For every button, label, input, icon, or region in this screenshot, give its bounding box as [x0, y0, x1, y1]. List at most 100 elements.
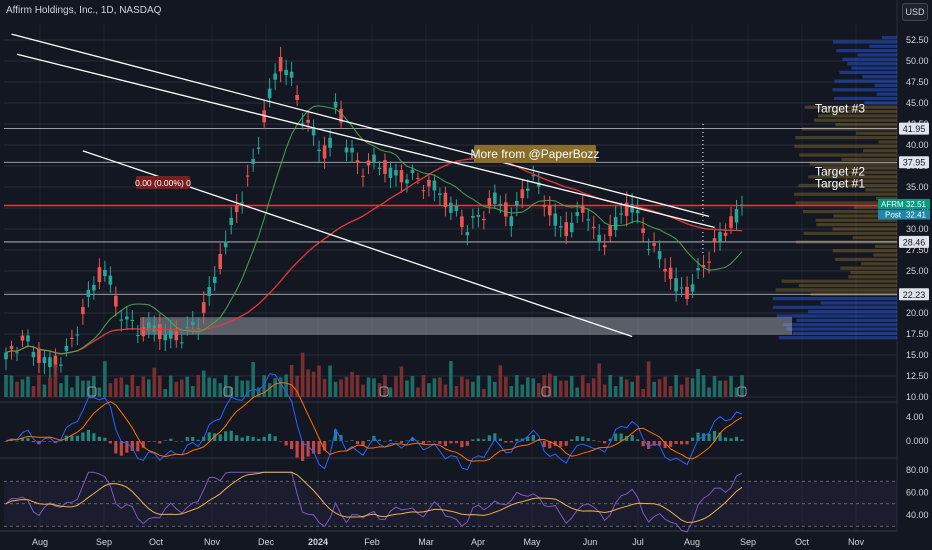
- macd-histogram-bar: [399, 441, 404, 443]
- macd-histogram-bar: [443, 441, 448, 446]
- candle-body: [520, 189, 525, 199]
- candle-body: [97, 267, 102, 283]
- volume-bar: [432, 378, 437, 397]
- volume-bar: [652, 381, 656, 397]
- volume-profile-bar: [864, 101, 897, 105]
- volume-profile-bar: [832, 88, 897, 92]
- volume-bar: [712, 375, 717, 397]
- x-tick-label: Oct: [795, 537, 810, 547]
- volume-bar: [306, 369, 310, 397]
- macd-histogram-bar: [361, 441, 365, 446]
- volume-bar: [536, 383, 541, 397]
- x-tick-label: Nov: [204, 537, 221, 547]
- candle-body: [449, 202, 453, 213]
- candle-body: [361, 175, 365, 177]
- volume-bar: [130, 375, 135, 397]
- candle-body: [652, 243, 656, 246]
- macd-histogram-bar: [542, 441, 546, 447]
- candle-body: [333, 101, 338, 108]
- candle-body: [306, 119, 310, 123]
- volume-bar: [207, 377, 212, 397]
- volume-profile-bar: [809, 162, 897, 166]
- candle-body: [674, 278, 678, 292]
- macd-histogram-bar: [81, 432, 85, 441]
- volume-bar: [75, 375, 80, 397]
- volume-bar: [31, 385, 36, 397]
- volume-profile-bar: [781, 279, 897, 283]
- volume-bar: [317, 365, 321, 397]
- candle-body: [141, 327, 146, 337]
- volume-bar: [114, 378, 118, 397]
- x-tick-label: Jul: [632, 537, 644, 547]
- macd-histogram-bar: [4, 441, 8, 442]
- macd-histogram-bar: [597, 441, 601, 442]
- volume-bar: [4, 375, 8, 397]
- candle-body: [344, 147, 349, 153]
- candle-body: [20, 335, 25, 341]
- macd-histogram-bar: [482, 439, 486, 441]
- candle-body: [443, 192, 448, 208]
- candle-body: [597, 234, 601, 242]
- candle-body: [515, 200, 519, 206]
- volume-bar: [311, 371, 316, 397]
- volume-bar: [597, 363, 601, 397]
- volume-profile-bar: [804, 105, 897, 109]
- macd-line: [5, 373, 743, 471]
- candle-body: [4, 352, 8, 360]
- currency-button[interactable]: USD: [902, 3, 928, 21]
- volume-bar: [663, 376, 667, 397]
- volume-bar: [108, 383, 113, 397]
- volume-profile-bar: [862, 75, 897, 79]
- volume-bar: [278, 377, 283, 397]
- last-price-value: 32.51: [906, 200, 927, 209]
- candle-body: [624, 202, 629, 216]
- candle-body: [289, 71, 294, 78]
- earnings-icon: [541, 386, 551, 397]
- volume-profile-bar: [874, 244, 897, 248]
- macd-histogram-bar: [432, 440, 437, 442]
- volume-bar: [580, 375, 585, 397]
- candle-body: [696, 268, 700, 271]
- macd-histogram-bar: [328, 440, 332, 442]
- volume-bar: [498, 365, 503, 397]
- macd-signal-line: [5, 382, 743, 462]
- volume-bar: [624, 379, 629, 397]
- volume-bar: [471, 381, 475, 397]
- macd-histogram-bar: [603, 441, 607, 444]
- volume-bar: [366, 377, 371, 397]
- candle-body: [509, 216, 514, 227]
- volume-bar: [690, 378, 695, 397]
- candle-body: [454, 206, 459, 212]
- x-tick-label: Sep: [96, 537, 112, 547]
- macd-histogram-bar: [647, 441, 651, 449]
- volume-bar: [394, 375, 398, 397]
- volume-bar: [668, 385, 673, 397]
- candle-body: [405, 179, 409, 184]
- candle-body: [383, 160, 387, 174]
- volume-profile-bar: [848, 275, 897, 279]
- volume-profile-bar: [820, 301, 897, 305]
- macd-histogram-bar: [658, 441, 662, 446]
- volume-bar: [196, 375, 201, 397]
- volume-profile-bar: [823, 166, 897, 170]
- candle-body: [377, 167, 382, 170]
- volume-profile-bar: [817, 114, 897, 118]
- candle-body: [580, 206, 585, 213]
- volume-profile-bar: [852, 236, 897, 240]
- macd-histogram-bar: [262, 436, 266, 441]
- volume-bar: [657, 379, 662, 397]
- macd-histogram-bar: [493, 433, 497, 441]
- volume-bar: [613, 386, 618, 397]
- volume-bar: [119, 377, 124, 397]
- volume-profile-bar: [798, 183, 897, 188]
- volume-bar: [707, 387, 711, 397]
- channel-upper-line: [11, 33, 710, 218]
- volume-bar: [421, 375, 426, 397]
- macd-histogram-bar: [180, 440, 184, 442]
- candle-body: [284, 69, 288, 76]
- candle-body: [641, 228, 645, 233]
- candle-body: [613, 217, 618, 231]
- macd-histogram-bar: [410, 437, 415, 441]
- volume-profile-bar: [795, 201, 897, 205]
